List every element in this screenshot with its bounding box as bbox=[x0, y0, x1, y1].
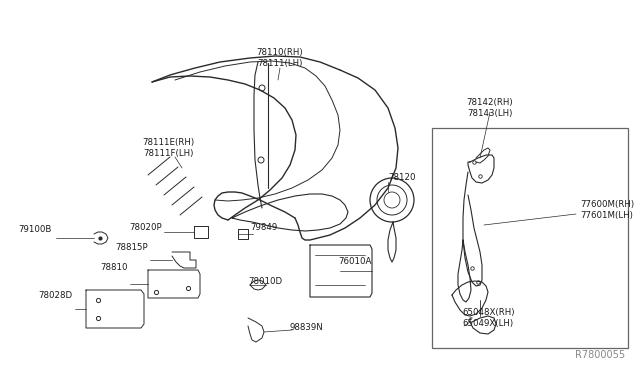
Text: 79100B: 79100B bbox=[19, 225, 52, 234]
Text: 78110(RH)
78111(LH): 78110(RH) 78111(LH) bbox=[257, 48, 303, 68]
Text: 98839N: 98839N bbox=[290, 324, 324, 333]
Text: 76010A: 76010A bbox=[338, 257, 371, 266]
Text: 65048X(RH)
65049X(LH): 65048X(RH) 65049X(LH) bbox=[462, 308, 515, 328]
Text: R7800055: R7800055 bbox=[575, 350, 625, 360]
Text: 78120: 78120 bbox=[388, 173, 415, 183]
Text: 78010D: 78010D bbox=[248, 278, 282, 286]
Text: 79849: 79849 bbox=[250, 224, 277, 232]
Text: 78142(RH)
78143(LH): 78142(RH) 78143(LH) bbox=[467, 98, 513, 118]
Bar bbox=[432, 128, 628, 348]
Text: 77600M(RH)
77601M(LH): 77600M(RH) 77601M(LH) bbox=[580, 200, 634, 220]
Text: 78028D: 78028D bbox=[38, 292, 72, 301]
Text: 78815P: 78815P bbox=[115, 244, 148, 253]
Text: 78111E(RH)
78111F(LH): 78111E(RH) 78111F(LH) bbox=[142, 138, 194, 158]
Text: 78810: 78810 bbox=[100, 263, 128, 273]
Text: 78020P: 78020P bbox=[129, 224, 162, 232]
